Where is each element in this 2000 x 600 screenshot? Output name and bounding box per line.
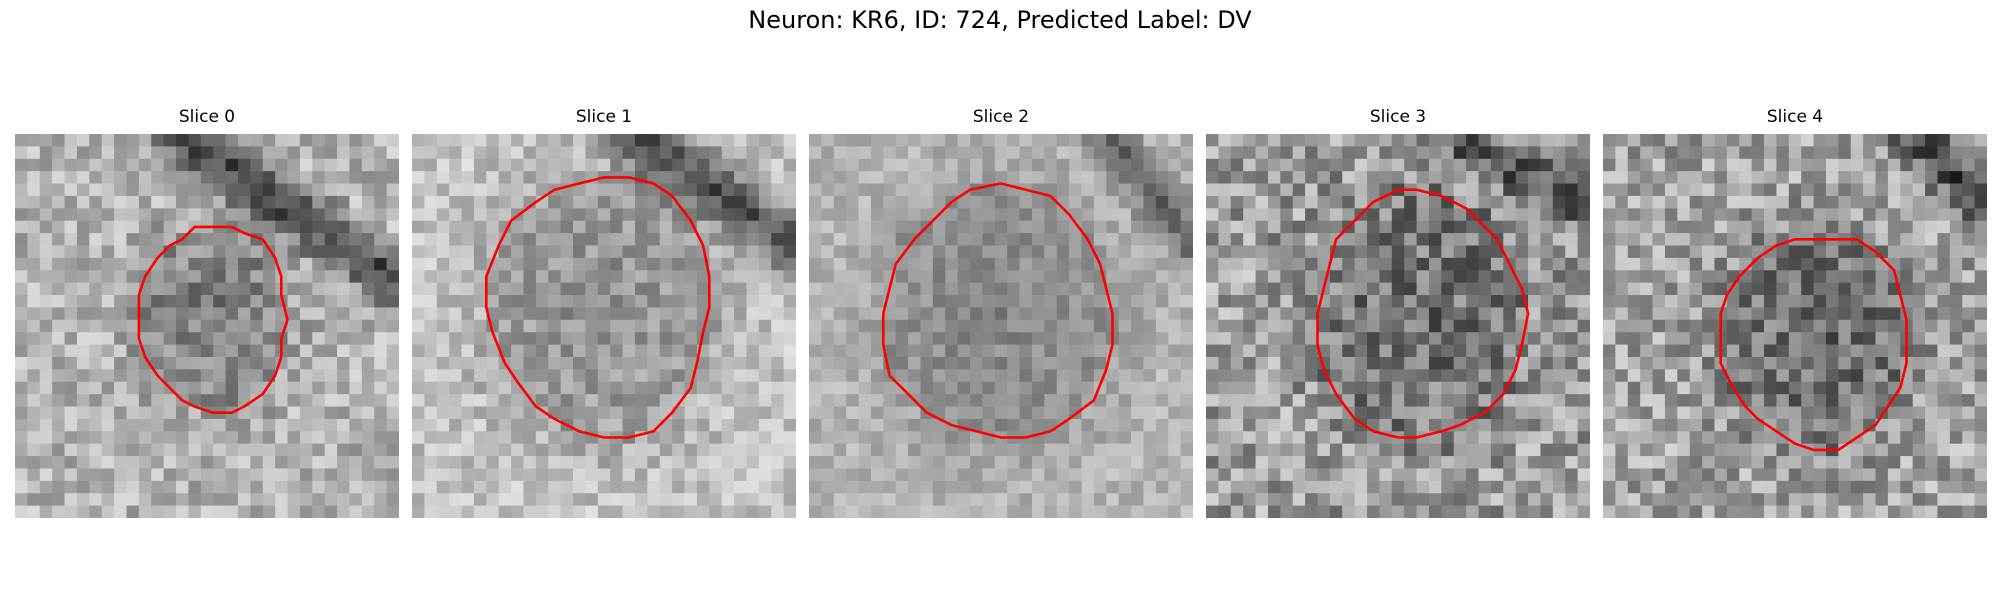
slice-3-title: Slice 3 [1369,107,1427,127]
slice-4-svg [1603,134,1987,518]
slice-1-title: Slice 1 [575,107,633,127]
slice-4-image [1603,134,1987,518]
slice-2-contour [882,182,1114,439]
slice-3-svg [1206,134,1590,518]
slice-3-image [1206,134,1590,518]
slice-1-svg [412,134,796,518]
figure-title: Neuron: KR6, ID: 724, Predicted Label: D… [748,6,1252,34]
slice-2-pixels [809,134,1193,518]
slice-1-contour [485,176,711,439]
slice-3-contour [1316,188,1530,439]
slice-0-svg [15,134,399,518]
slice-3-pixels [1206,134,1590,518]
slice-4-title: Slice 4 [1766,107,1824,127]
slice-4-pixels [1603,134,1987,518]
slice-0-title: Slice 0 [178,107,236,127]
slice-0-image [15,134,399,518]
slice-0-pixels [15,134,399,518]
slice-0-contour [137,225,289,414]
slice-1-image [412,134,796,518]
slice-2-image [809,134,1193,518]
slice-2-svg [809,134,1193,518]
slice-2-title: Slice 2 [972,107,1030,127]
slice-4-contour [1719,238,1908,452]
slice-1-pixels [412,134,796,518]
